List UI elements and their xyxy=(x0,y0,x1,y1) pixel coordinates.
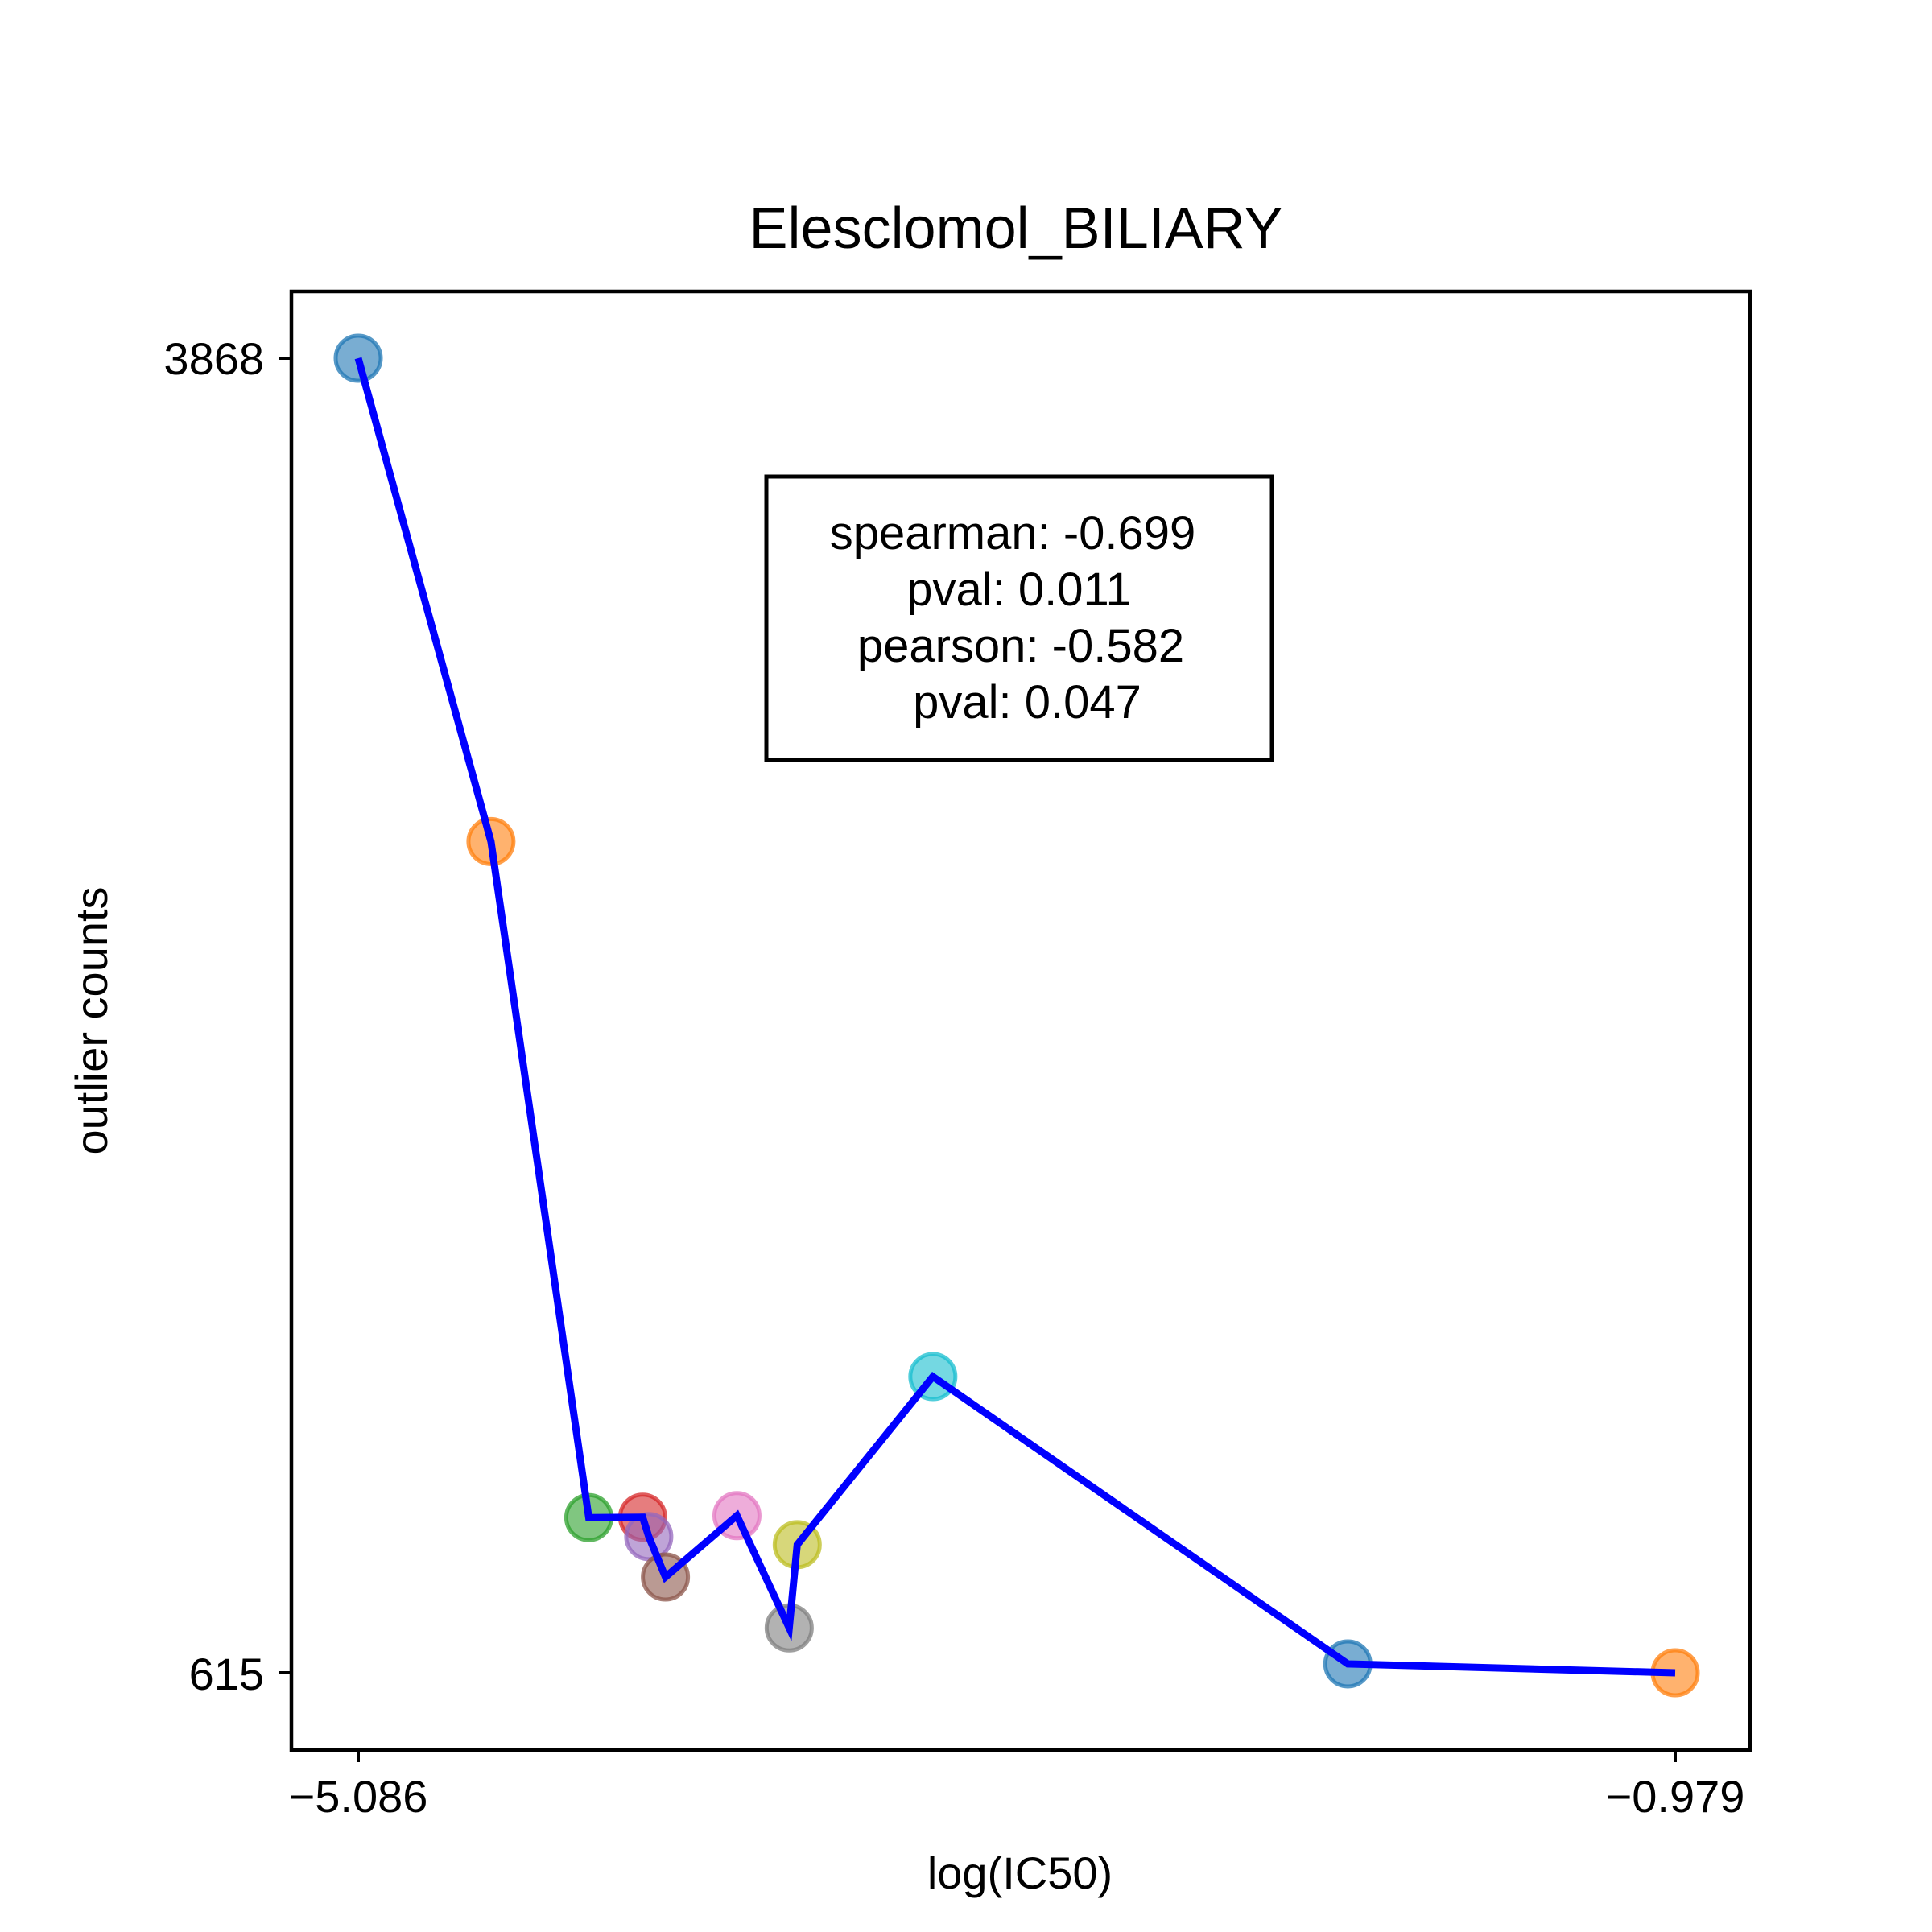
stats-pearson-pval: pval: 0.047 xyxy=(913,676,1141,729)
y-axis-label: outlier counts xyxy=(66,886,117,1154)
chart-title: Elesclomol_BILIARY xyxy=(749,196,1283,261)
stats-box-frame xyxy=(764,474,1274,762)
stats-spearman: spearman: -0.699 xyxy=(830,507,1196,559)
axis-ticks xyxy=(279,357,1677,1762)
y-tick-label-bottom: 615 xyxy=(189,1649,264,1699)
x-tick-label-right: −0.979 xyxy=(1606,1771,1745,1822)
stats-pearson: pearson: -0.582 xyxy=(857,620,1184,672)
trend-line xyxy=(354,357,1676,1677)
y-tick-label-top: 3868 xyxy=(163,333,264,384)
x-tick-label-left: −5.086 xyxy=(289,1771,428,1822)
plot-area xyxy=(333,333,1700,1698)
axes-frame xyxy=(289,289,1752,1752)
stats-box: spearman: -0.699 pval: 0.011 pearson: -0… xyxy=(764,474,1274,762)
x-axis-label: log(IC50) xyxy=(927,1847,1113,1898)
stats-spearman-pval: pval: 0.011 xyxy=(906,564,1131,616)
